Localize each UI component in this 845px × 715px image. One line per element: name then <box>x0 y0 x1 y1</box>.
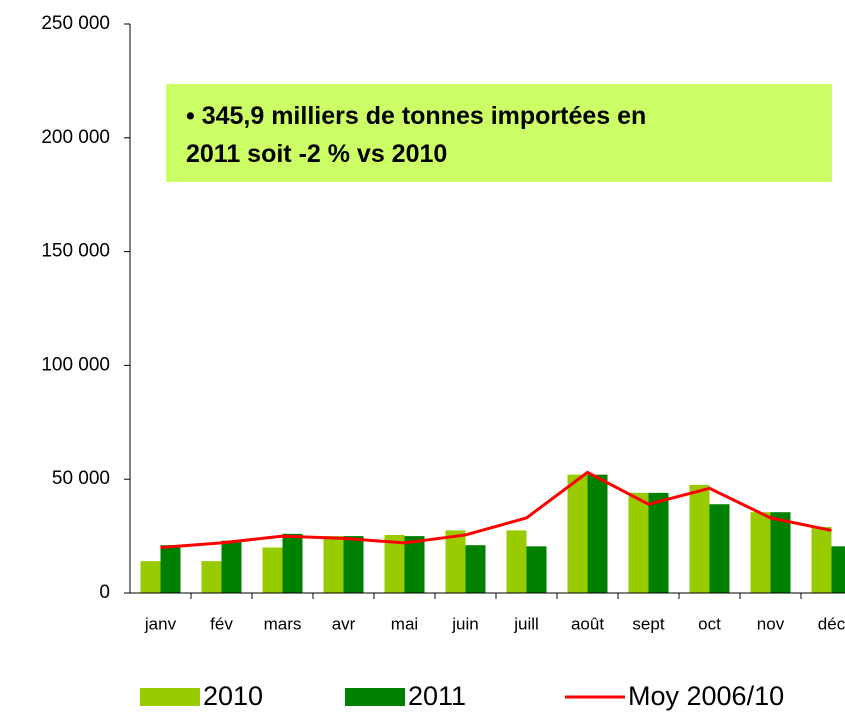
y-tick-label: 0 <box>99 582 110 603</box>
y-tick-label: 150 000 <box>41 241 110 262</box>
bar <box>384 534 405 593</box>
y-tick-label: 250 000 <box>41 13 110 34</box>
bar <box>648 492 669 593</box>
x-tick-label: nov <box>757 614 785 633</box>
bar <box>831 546 845 593</box>
legend-label: 2010 <box>203 681 263 711</box>
bar <box>343 536 364 593</box>
bar <box>262 547 283 593</box>
bar <box>465 545 486 593</box>
bar <box>811 526 832 593</box>
x-tick-label: mai <box>391 614 418 633</box>
bar <box>445 530 466 593</box>
bar <box>404 536 425 593</box>
bar <box>506 530 527 593</box>
annotation-box <box>166 84 832 182</box>
x-tick-label: oct <box>698 614 721 633</box>
bar <box>282 533 303 593</box>
legend-swatch <box>345 688 405 706</box>
x-tick-label: août <box>571 614 604 633</box>
bar <box>221 540 242 593</box>
bar <box>709 504 730 593</box>
bar <box>689 484 710 593</box>
x-tick-label: déc <box>818 614 845 633</box>
x-tick-label: fév <box>210 614 233 633</box>
bar <box>526 546 547 593</box>
x-tick-label: sept <box>632 614 664 633</box>
x-tick-label: juill <box>513 614 539 633</box>
bar <box>323 536 344 593</box>
bar <box>587 474 608 593</box>
bar <box>628 492 649 593</box>
line <box>160 470 832 549</box>
bar <box>160 545 181 593</box>
legend-swatch <box>140 688 200 706</box>
x-tick-label: janv <box>144 614 177 633</box>
legend-label: 2011 <box>408 681 466 711</box>
x-tick-label: juin <box>451 614 478 633</box>
bar <box>770 512 791 593</box>
bar <box>201 561 222 593</box>
x-tick-label: avr <box>332 614 356 633</box>
annotation: 2011 soit -2 % vs 2010 <box>186 140 447 168</box>
legend-label: Moy 2006/10 <box>628 681 784 711</box>
y-tick-label: 50 000 <box>52 468 110 489</box>
y-tick-label: 100 000 <box>41 354 110 375</box>
bar <box>750 512 771 593</box>
annotation: • 345,9 milliers de tonnes importées en <box>186 102 646 130</box>
bar <box>140 561 161 593</box>
x-tick-label: mars <box>264 614 302 633</box>
y-tick-label: 200 000 <box>41 127 110 148</box>
bar <box>567 474 588 593</box>
